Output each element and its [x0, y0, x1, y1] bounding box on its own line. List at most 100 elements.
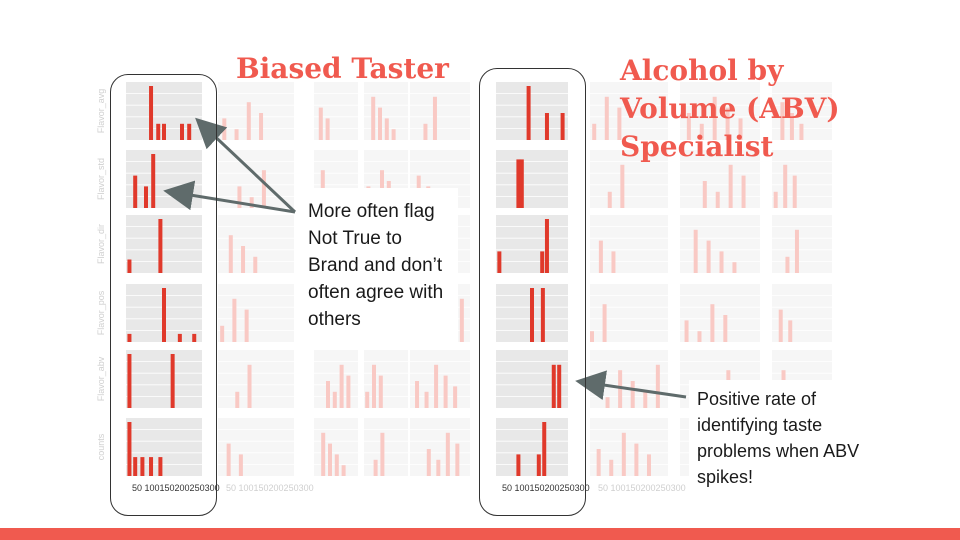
title-abv-specialist: Alcohol by Volume (ABV) Specialist [620, 54, 840, 163]
arrow-to-flavor-std [163, 180, 296, 214]
histogram-panel [126, 215, 202, 273]
faded-bar [789, 113, 794, 140]
histogram-bar [530, 288, 534, 342]
histogram-panel [218, 350, 294, 408]
faded-bar [741, 175, 746, 208]
faded-bar [332, 391, 337, 408]
histogram-bar [526, 86, 531, 140]
histogram-bar [551, 364, 556, 408]
faded-bar [697, 331, 702, 342]
histogram-panel [680, 150, 760, 208]
faded-bar [232, 298, 237, 342]
histogram-panel [590, 418, 668, 476]
faded-bar [725, 107, 730, 140]
accent-bar [0, 528, 960, 540]
faded-bar [365, 391, 370, 408]
faded-bar [617, 107, 622, 140]
faded-bar [783, 164, 788, 208]
faded-bar [702, 181, 707, 208]
faded-bar [455, 443, 460, 476]
faded-bar [655, 364, 660, 408]
histogram-bar [560, 113, 565, 140]
x-tick-label-faded: 50 100150200250300 [598, 483, 686, 493]
histogram-bar [540, 288, 545, 342]
faded-bar [373, 459, 378, 476]
faded-bar [241, 246, 246, 273]
faded-bar [228, 235, 233, 273]
faded-bar [630, 381, 635, 408]
histogram-panel [410, 350, 470, 408]
faded-bar [378, 375, 383, 408]
faded-bar [222, 118, 227, 140]
faded-bar [321, 432, 326, 476]
faded-bar [590, 331, 594, 342]
faded-bar [423, 123, 428, 140]
faded-bar [592, 123, 597, 140]
faded-bar [380, 432, 385, 476]
faded-bar [371, 96, 376, 140]
arrow-to-flavor-avg [195, 117, 297, 214]
faded-bar [426, 449, 431, 476]
histogram-panel [126, 350, 202, 408]
faded-bar [778, 309, 783, 342]
histogram-bar [133, 457, 138, 476]
histogram-panel [590, 284, 668, 342]
faded-bar [259, 113, 264, 140]
faded-bar [334, 454, 339, 476]
row-label: Flavor_dir [96, 224, 106, 264]
faded-bar [598, 240, 603, 273]
faded-bar [226, 443, 231, 476]
faded-bar [453, 386, 458, 408]
faded-bar [220, 325, 225, 342]
faded-bar [234, 129, 239, 140]
histogram-bar [497, 251, 502, 273]
faded-bar [415, 381, 420, 408]
faded-bar [326, 381, 330, 408]
faded-bar [646, 454, 651, 476]
histogram-bar [544, 219, 549, 273]
faded-bar [436, 459, 441, 476]
histogram-bar [162, 288, 166, 342]
x-tick-label: 50 100150200250300 [132, 483, 220, 493]
faded-bar [237, 186, 242, 208]
histogram-panel [496, 82, 568, 140]
histogram-panel [590, 215, 668, 273]
histogram-panel [364, 418, 408, 476]
faded-bar [693, 229, 698, 273]
faded-bar [443, 375, 448, 408]
faded-bar [686, 113, 691, 140]
faded-bar [643, 391, 648, 408]
histogram-panel [410, 82, 470, 140]
histogram-bar [177, 333, 182, 342]
faded-bar [792, 175, 797, 208]
histogram-panel [218, 418, 294, 476]
faded-bar [445, 432, 450, 476]
histogram-panel [218, 284, 294, 342]
faded-bar [710, 304, 715, 342]
histogram-bar [156, 123, 161, 140]
faded-bar [773, 191, 778, 208]
histogram-panel [680, 284, 760, 342]
faded-bar [261, 170, 266, 208]
faded-bar [346, 375, 351, 408]
x-tick-label: 50 100150200250300 [502, 483, 590, 493]
faded-bar [604, 96, 609, 140]
histogram-bar [158, 219, 163, 273]
histogram-bar [542, 422, 547, 476]
histogram-bar [557, 364, 562, 408]
faded-bar [384, 118, 389, 140]
row-label: Flavor_pos [96, 290, 106, 335]
faded-bar [328, 443, 332, 476]
faded-bar [247, 364, 252, 408]
histogram-bar [133, 175, 138, 208]
histogram-panel [126, 418, 202, 476]
faded-bar [249, 197, 254, 208]
faded-bar [459, 298, 464, 342]
histogram-bar [158, 457, 163, 476]
histogram-bar [536, 454, 541, 476]
histogram-bar [151, 154, 156, 208]
histogram-bar [127, 333, 132, 342]
callout-biased-taster: More often flag Not True to Brand and do… [300, 188, 458, 343]
row-label: Flavor_std [96, 158, 106, 200]
histogram-bar [192, 333, 197, 342]
